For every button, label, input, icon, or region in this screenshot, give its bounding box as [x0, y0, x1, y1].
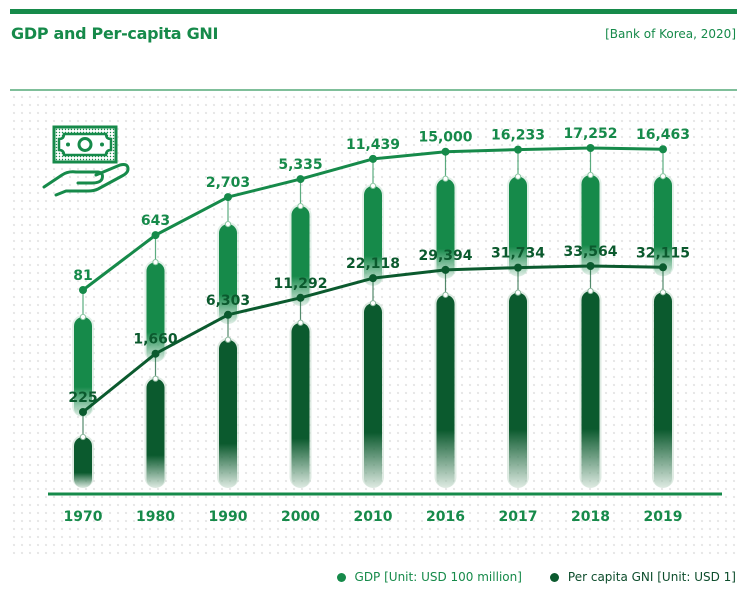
gni-data-label: 1,660 [133, 332, 178, 348]
gdp-point [151, 231, 160, 240]
gni-data-label: 6,303 [206, 293, 250, 309]
gdp-bar-cap [297, 202, 304, 210]
gni-bar [219, 339, 237, 488]
gni-bar-cap [297, 319, 304, 326]
gni-data-label: 22,118 [346, 256, 400, 272]
gdp-bar-cap [442, 175, 449, 182]
gdp-data-label: 81 [73, 268, 92, 284]
gdp-bar [219, 224, 237, 325]
gni-bar [654, 292, 672, 488]
gdp-point [659, 145, 667, 154]
gdp-data-label: 17,252 [563, 126, 617, 142]
gdp-bar [581, 175, 600, 275]
gni-data-label: 33,564 [563, 244, 617, 260]
x-tick-label: 2018 [571, 509, 610, 525]
gni-data-label: 11,292 [273, 276, 327, 292]
gdp-bar-cap [659, 173, 667, 180]
money-in-hand-icon [42, 125, 130, 197]
x-tick-label: 2016 [426, 509, 465, 525]
gni-point [79, 408, 87, 416]
header-divider [10, 89, 737, 91]
gdp-bar [364, 185, 382, 286]
gdp-point [441, 147, 450, 156]
gni-bar-cap [659, 289, 667, 296]
gdp-data-label: 5,335 [278, 157, 322, 173]
gdp-bar-cap [79, 313, 87, 321]
x-tick-label: 2000 [281, 509, 320, 525]
gdp-bar-cap [152, 259, 159, 266]
gni-bar [291, 322, 310, 488]
x-tick-label: 1990 [209, 509, 248, 525]
legend-label-gni: Per capita GNI [Unit: USD 1] [567, 570, 736, 584]
gni-bar-cap [514, 289, 522, 296]
gni-point [224, 310, 232, 319]
legend-marker-gdp [336, 572, 346, 582]
gni-bar-cap [587, 287, 594, 295]
gni-data-label: 31,734 [491, 246, 545, 262]
gni-bar-cap [79, 433, 87, 441]
gni-point [586, 262, 595, 270]
gdp-data-label: 11,439 [346, 137, 400, 153]
gni-point [369, 274, 377, 283]
gni-bar [364, 303, 382, 488]
gdp-bar [291, 206, 310, 307]
x-tick-label: 2010 [354, 509, 393, 525]
x-tick-label: 2017 [499, 509, 538, 525]
gni-bar [509, 292, 527, 488]
gni-data-label: 32,115 [636, 245, 690, 261]
gni-point [151, 349, 160, 358]
gdp-point [586, 144, 595, 152]
gdp-data-label: 16,463 [636, 127, 690, 143]
legend: GDP [Unit: USD 100 million] Per capita G… [309, 570, 736, 584]
gni-data-label: 225 [68, 390, 97, 406]
gdp-bar [654, 176, 672, 277]
gdp-bar [146, 262, 165, 363]
gdp-point [224, 193, 232, 202]
gdp-bar-cap [587, 171, 594, 179]
gdp-bar [509, 176, 527, 277]
x-tick-label: 1980 [136, 509, 175, 525]
gni-bar-cap [224, 336, 232, 343]
gdp-bar [436, 178, 455, 279]
gdp-bar [74, 317, 92, 417]
gdp-data-label: 2,703 [206, 175, 250, 191]
gni-bar-cap [442, 291, 449, 298]
chart-title: GDP and Per-capita GNI [11, 24, 219, 43]
gni-point [514, 263, 522, 272]
gdp-data-label: 643 [141, 213, 170, 229]
gni-bar [146, 378, 165, 488]
legend-marker-gni [549, 572, 559, 582]
gni-bar [74, 437, 92, 488]
gni-point [441, 265, 450, 274]
gdp-point [514, 145, 522, 154]
gdp-point [296, 175, 305, 184]
source-note: [Bank of Korea, 2020] [605, 27, 736, 41]
legend-item-gni: Per capita GNI [Unit: USD 1] [549, 570, 736, 584]
gdp-data-label: 16,233 [491, 128, 545, 144]
gdp-bar-cap [369, 182, 377, 189]
x-tick-label: 2019 [644, 509, 683, 525]
gni-bar [581, 291, 600, 488]
gdp-bar-cap [514, 173, 522, 180]
gdp-bar-cap [224, 220, 232, 228]
top-rule [10, 9, 737, 14]
gni-point [296, 293, 305, 302]
gni-bar-cap [152, 375, 159, 382]
gni-data-label: 29,394 [418, 248, 472, 264]
gdp-point [79, 286, 87, 294]
gdp-data-label: 15,000 [418, 130, 472, 146]
x-tick-label: 1970 [64, 509, 103, 525]
legend-label-gdp: GDP [Unit: USD 100 million] [354, 570, 522, 584]
legend-item-gdp: GDP [Unit: USD 100 million] [336, 570, 522, 584]
gdp-point [369, 154, 377, 163]
gni-bar-cap [369, 300, 377, 307]
gni-point [659, 263, 667, 272]
gni-bar [436, 294, 455, 488]
